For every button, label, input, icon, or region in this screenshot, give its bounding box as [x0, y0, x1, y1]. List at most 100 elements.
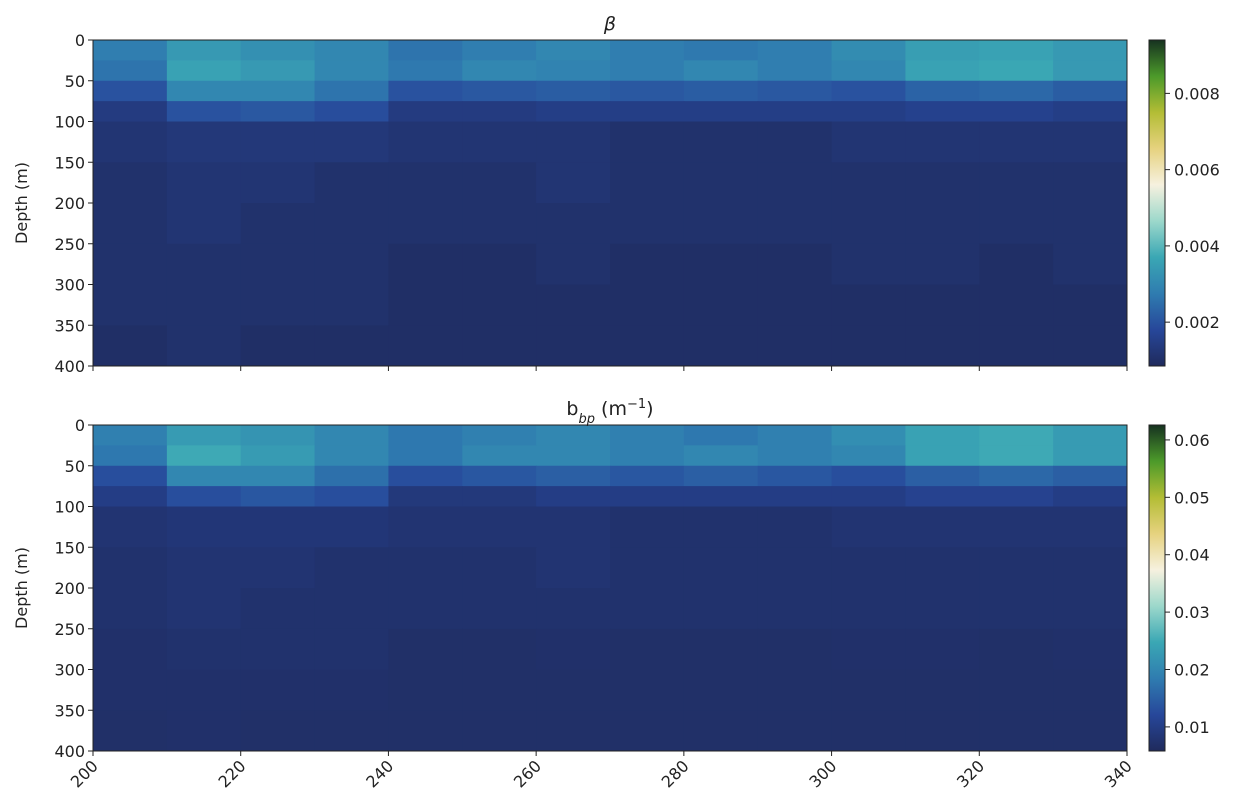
heatmap-cell — [831, 121, 906, 163]
heatmap-cell — [388, 486, 463, 507]
y-tick-label: 350 — [54, 701, 85, 720]
heatmap-cell — [536, 243, 611, 285]
heatmap-cell — [610, 203, 685, 245]
heatmap-cell — [610, 60, 685, 82]
heatmap-cell — [388, 60, 463, 82]
heatmap-cell — [831, 60, 906, 82]
heatmap-cell — [979, 465, 1054, 487]
heatmap-cell — [757, 121, 833, 163]
heatmap-cell — [166, 588, 242, 630]
colorbar-tick-label: 0.03 — [1174, 603, 1210, 622]
y-tick-label: 100 — [54, 113, 85, 132]
heatmap-cell — [536, 60, 611, 82]
heatmap-cell — [831, 547, 906, 589]
heatmap-cell — [757, 284, 833, 326]
heatmap-cell — [462, 669, 537, 711]
heatmap-cell — [536, 486, 611, 507]
heatmap-cell — [757, 445, 833, 467]
y-tick-label: 150 — [54, 538, 85, 557]
heatmap-cell — [462, 284, 537, 326]
heatmap-cell — [1053, 60, 1128, 82]
heatmap-cell — [1053, 121, 1128, 163]
heatmap-cell — [166, 101, 242, 122]
heatmap-cell — [831, 628, 906, 670]
heatmap-cell — [757, 162, 833, 204]
heatmap-cell — [979, 203, 1054, 245]
y-tick-label: 250 — [54, 235, 85, 254]
heatmap-cell — [166, 425, 242, 446]
heatmap-cell — [240, 284, 316, 326]
heatmap-cell — [905, 506, 980, 548]
heatmap-cell — [93, 628, 168, 670]
heatmap-cell — [979, 445, 1054, 467]
heatmap-cell — [610, 628, 685, 670]
heatmap-cell — [831, 465, 906, 487]
heatmap-cell — [314, 203, 389, 245]
heatmap-cell — [1053, 445, 1128, 467]
heatmap-cell — [240, 669, 316, 711]
heatmap-cell — [683, 506, 759, 548]
heatmap-cell — [93, 588, 168, 630]
heatmap-cell — [683, 60, 759, 82]
heatmap-cell — [166, 121, 242, 163]
x-tick-label: 260 — [510, 756, 545, 791]
heatmap-cell — [240, 60, 316, 82]
heatmap-cell — [979, 243, 1054, 285]
heatmap-cell — [388, 80, 463, 102]
heatmap-cell — [683, 425, 759, 446]
heatmap-cell — [905, 628, 980, 670]
heatmap-cell — [683, 325, 759, 367]
colorbar-tick-label: 0.002 — [1174, 313, 1220, 332]
heatmap-cell — [610, 121, 685, 163]
heatmap-cell — [683, 628, 759, 670]
heatmap-cell — [93, 284, 168, 326]
colorbar-tick-label: 0.004 — [1174, 237, 1220, 256]
heatmap-cell — [536, 284, 611, 326]
heatmap-cell — [388, 284, 463, 326]
heatmap-cell — [93, 162, 168, 204]
heatmap-cell — [462, 588, 537, 630]
heatmap-cell — [388, 506, 463, 548]
heatmap-cell — [905, 121, 980, 163]
heatmap-cell — [1053, 40, 1128, 61]
heatmap-cell — [462, 547, 537, 589]
heatmap-cell — [462, 80, 537, 102]
chart-title: bbp (m−1) — [566, 397, 653, 427]
heatmap-cell — [831, 203, 906, 245]
heatmap-cell — [683, 710, 759, 752]
heatmap-cell — [683, 284, 759, 326]
heatmap-cell — [905, 60, 980, 82]
heatmap-cell — [683, 40, 759, 61]
heatmap-cell — [240, 40, 316, 61]
heatmap-cell — [462, 162, 537, 204]
heatmap-cell — [683, 547, 759, 589]
x-tick-label: 300 — [805, 756, 840, 791]
heatmap-cell — [683, 243, 759, 285]
heatmap-cell — [610, 325, 685, 367]
heatmap-cell — [388, 203, 463, 245]
heatmap-cell — [757, 243, 833, 285]
heatmap-cell — [462, 465, 537, 487]
heatmap-cell — [1053, 203, 1128, 245]
heatmap-cell — [831, 506, 906, 548]
heatmap-cell — [905, 162, 980, 204]
colorbar-tick-label: 0.04 — [1174, 546, 1210, 565]
y-tick-label: 100 — [54, 498, 85, 517]
heatmap-cell — [240, 243, 316, 285]
heatmap-cell — [757, 60, 833, 82]
heatmap-cell — [683, 80, 759, 102]
colorbar — [1148, 39, 1166, 367]
heatmap-cell — [314, 121, 389, 163]
heatmap-cell — [462, 710, 537, 752]
heatmap-cell — [905, 547, 980, 589]
heatmap-cell — [166, 486, 242, 507]
heatmap-cell — [757, 425, 833, 446]
heatmap-cell — [683, 203, 759, 245]
heatmap-cell — [610, 80, 685, 102]
heatmap-cell — [1053, 243, 1128, 285]
heatmap-cell — [979, 40, 1054, 61]
heatmap-cell — [314, 425, 389, 446]
heatmap-cell — [979, 547, 1054, 589]
heatmap-cell — [240, 547, 316, 589]
heatmap-cell — [536, 506, 611, 548]
